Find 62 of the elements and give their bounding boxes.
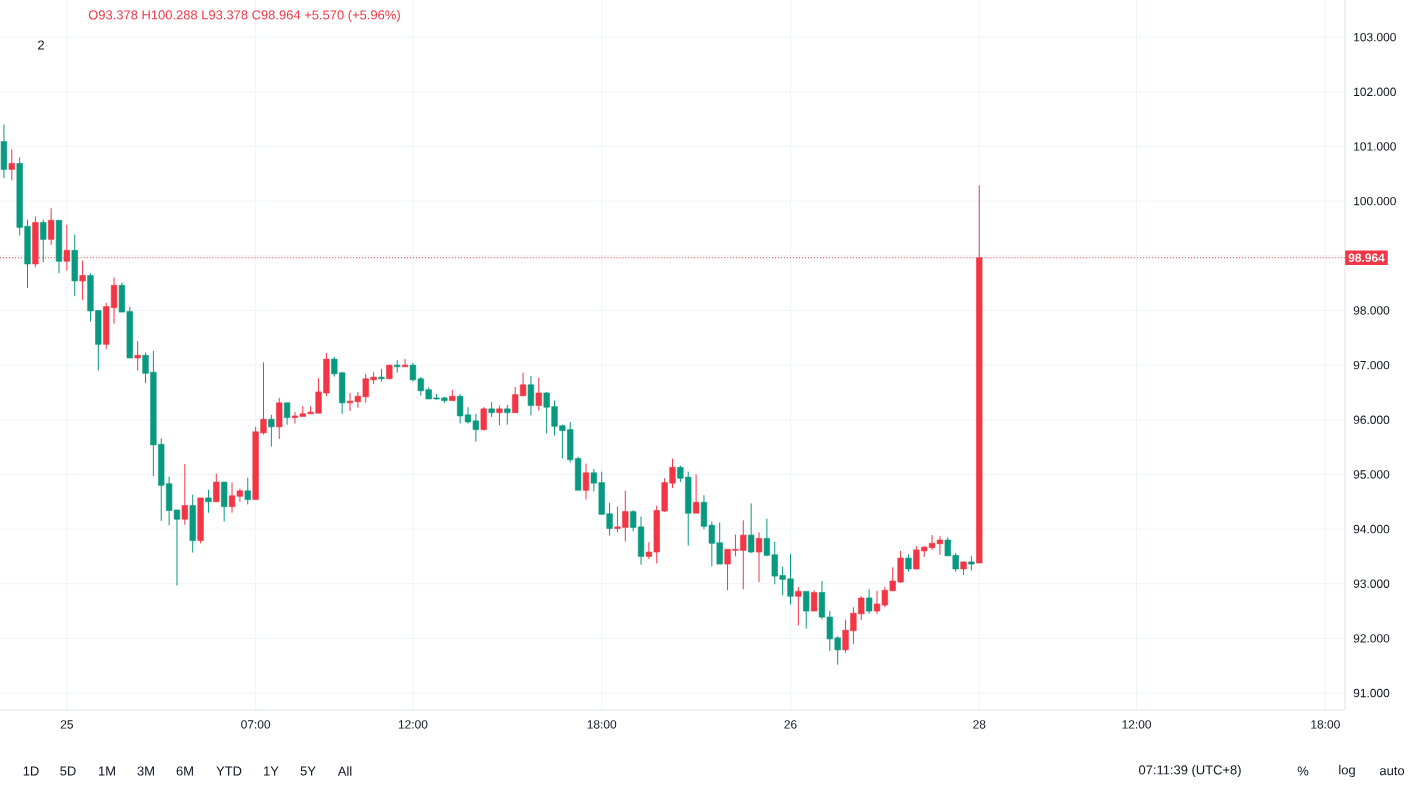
x-tick-label: 12:00 xyxy=(398,720,428,729)
candlestick xyxy=(40,219,47,263)
candlestick xyxy=(205,489,212,514)
y-tick-label: 96.000 xyxy=(1353,415,1390,424)
candlestick xyxy=(244,477,251,505)
x-tick-label: 12:00 xyxy=(1122,720,1152,729)
candlestick xyxy=(810,589,818,612)
candlestick xyxy=(8,148,15,181)
candlestick xyxy=(692,473,700,514)
candlestick xyxy=(748,502,755,554)
text: 6M xyxy=(176,766,193,776)
y-tick-label: 92.000 xyxy=(1353,634,1390,643)
y-tick-label: 101.000 xyxy=(1354,142,1396,151)
candlestick xyxy=(582,462,590,501)
candlestick xyxy=(755,531,763,583)
text: 1D xyxy=(23,766,39,776)
y-tick-label: 100.000 xyxy=(1354,196,1396,206)
text: 3M xyxy=(137,766,154,776)
annotation: 2 xyxy=(38,40,44,50)
y-tick-label: 97.000 xyxy=(1353,360,1390,370)
candlestick xyxy=(866,588,873,615)
x-tick-label: 18:00 xyxy=(587,720,617,729)
candlestick xyxy=(79,260,86,301)
candlestick xyxy=(181,463,188,526)
annotation: O93.378 H100.288 L93.378 C98.964 +5.570 (+5.96%) xyxy=(88,9,400,23)
candlestick xyxy=(268,414,275,448)
candlestick xyxy=(504,404,511,426)
candlestick xyxy=(496,405,503,426)
y-tick-label: 98.000 xyxy=(1353,306,1390,315)
candlestick xyxy=(527,375,535,416)
x-tick-label: 07:00 xyxy=(241,720,271,729)
ref-line-label: 98.964 xyxy=(1348,253,1385,262)
y-tick-label: 91.000 xyxy=(1353,688,1390,698)
candlestick xyxy=(480,406,487,432)
candlestick xyxy=(803,590,810,630)
text: 1M xyxy=(98,766,115,776)
text: log xyxy=(1339,764,1355,778)
text: All xyxy=(337,766,352,776)
text: 1Y xyxy=(264,766,279,776)
candlestick xyxy=(401,358,409,368)
x-tick-label: 25 xyxy=(60,720,73,729)
y-tick-label: 93.000 xyxy=(1353,579,1390,588)
text: % xyxy=(1297,766,1309,776)
candlestick xyxy=(134,340,141,372)
x-tick-label: 26 xyxy=(784,720,797,729)
candlestick xyxy=(47,207,55,246)
x-tick-label: 18:00 xyxy=(1311,720,1340,729)
text: auto xyxy=(1379,766,1405,776)
candlestick xyxy=(213,473,220,503)
text: 07:11:39 (UTC+8) xyxy=(1138,764,1241,778)
y-tick-label: 95.000 xyxy=(1353,470,1390,479)
text: YTD xyxy=(216,766,242,776)
x-tick-label: 28 xyxy=(973,720,986,729)
candlestick xyxy=(63,224,70,272)
candlestick xyxy=(795,586,802,626)
text: 5D xyxy=(60,766,76,776)
y-tick-label: 94.000 xyxy=(1353,524,1390,534)
y-tick-label: 102.000 xyxy=(1354,87,1396,97)
y-tick-label: 103.000 xyxy=(1354,32,1396,42)
text: 5Y xyxy=(300,766,316,776)
candlestick xyxy=(283,402,291,426)
candlestick xyxy=(535,377,542,411)
